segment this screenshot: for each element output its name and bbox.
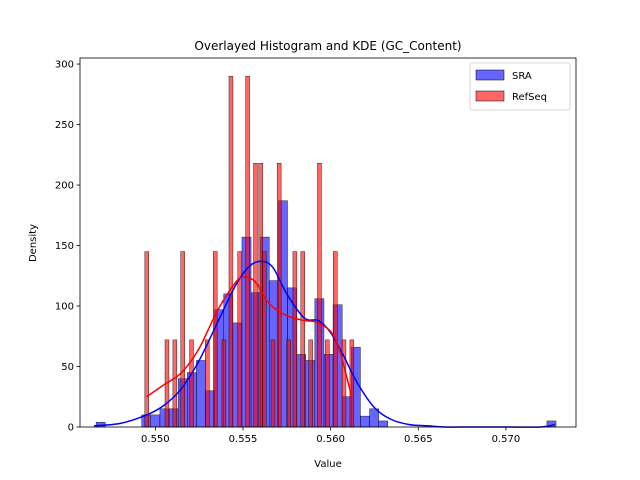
y-tick-label: 0 — [68, 423, 74, 434]
histogram-bar-refseq-11 — [253, 163, 258, 428]
y-tick-label: 50 — [61, 362, 74, 373]
y-axis-label: Density — [28, 224, 39, 262]
histogram-bar-refseq-5 — [205, 339, 210, 428]
histogram-bar-sra-7 — [196, 360, 206, 428]
y-tick-label: 250 — [55, 120, 74, 131]
histogram-bar-refseq-21 — [325, 339, 330, 428]
histogram-bar-refseq-20 — [317, 163, 322, 428]
histogram-bar-refseq-24 — [349, 339, 355, 428]
histogram-bar-refseq-17 — [292, 251, 298, 428]
y-tick-label: 200 — [55, 181, 74, 192]
x-tick-label: 0.560 — [316, 434, 345, 445]
histogram-bar-refseq-6 — [212, 251, 218, 428]
legend-label-sra: SRA — [512, 71, 532, 82]
histogram-bar-refseq-18 — [300, 251, 305, 428]
x-axis: 0.550 0.555 0.560 0.565 0.570 — [141, 427, 520, 445]
x-axis-label: Value — [314, 459, 341, 470]
histogram-bar-refseq-3 — [180, 251, 185, 428]
histogram-bar-refseq-13 — [262, 251, 267, 428]
histogram-bar-refseq-19 — [308, 339, 313, 428]
y-axis: 0 50 100 150 200 250 300 — [55, 60, 80, 434]
histogram-bar-refseq-16 — [286, 339, 291, 428]
y-tick-label: 150 — [55, 241, 74, 252]
x-tick-label: 0.555 — [229, 434, 258, 445]
chart-title: Overlayed Histogram and KDE (GC_Content) — [194, 39, 461, 53]
kde-line-refseq-kde — [146, 276, 353, 398]
x-tick-label: 0.550 — [141, 434, 170, 445]
histogram-bar-refseq-8 — [228, 75, 234, 428]
histogram-bar-refseq-0 — [144, 251, 149, 428]
legend-swatch-refseq — [475, 90, 505, 102]
x-tick-label: 0.570 — [492, 434, 521, 445]
x-tick-label: 0.565 — [404, 434, 433, 445]
histogram-bar-refseq-14 — [270, 339, 276, 428]
histogram-bar-sra-25 — [360, 415, 370, 428]
y-tick-label: 100 — [55, 302, 74, 313]
histogram-bar-refseq-7 — [221, 339, 227, 428]
y-tick-label: 300 — [55, 60, 74, 71]
histogram-bar-sra-2 — [150, 414, 161, 428]
histogram-bar-refseq-15 — [276, 163, 282, 428]
histogram-bar-refseq-10 — [245, 75, 250, 428]
legend-swatch-sra — [475, 69, 505, 81]
histogram-bar-refseq-2 — [172, 339, 178, 428]
histogram-bar-sra-26 — [369, 408, 379, 428]
legend: SRA RefSeq — [469, 62, 571, 111]
axes-frame — [79, 57, 577, 428]
histogram-bar-sra-27 — [378, 420, 388, 428]
legend-label-refseq: RefSeq — [512, 92, 547, 103]
histogram-bar-refseq-4 — [189, 339, 194, 428]
